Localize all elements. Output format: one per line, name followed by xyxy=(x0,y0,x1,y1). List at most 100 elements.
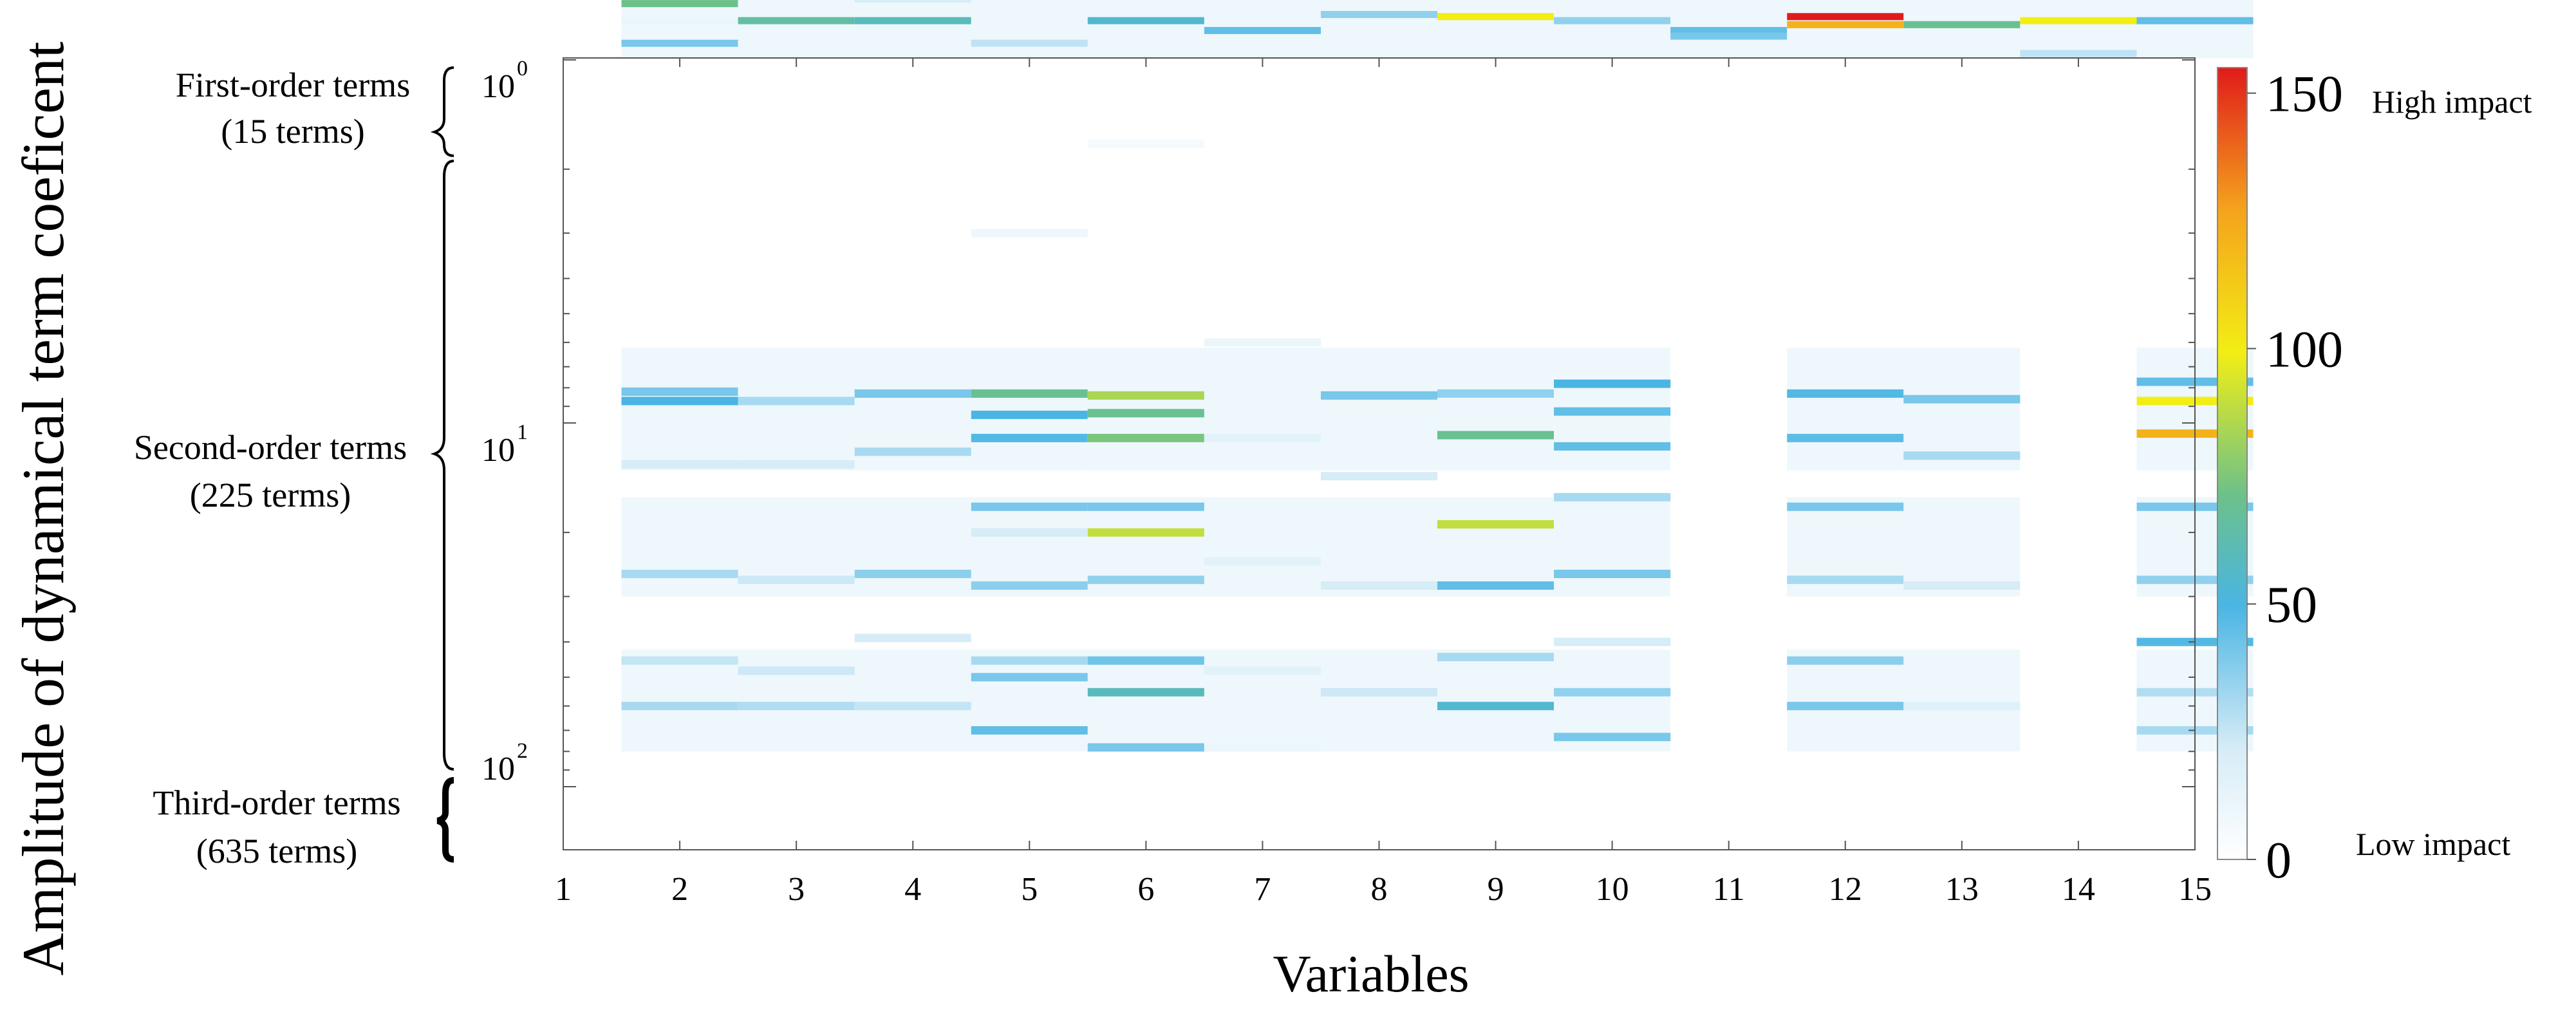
cell-v2-6 xyxy=(621,570,738,578)
y-tick-10-2: 10 2 xyxy=(481,739,528,787)
cell-bg-v8-2 xyxy=(1321,497,1438,597)
cell-v5-7 xyxy=(971,581,1088,590)
cell-v14-2 xyxy=(2020,50,2137,57)
cell-bg-v12-0 xyxy=(1787,0,1904,59)
colorbar xyxy=(2217,67,2248,860)
svg-text:10: 10 xyxy=(481,432,515,469)
cell-v3-5 xyxy=(738,702,855,711)
cell-v9-5 xyxy=(1437,581,1554,590)
cell-v5-1 xyxy=(971,229,1088,238)
cell-v15-0 xyxy=(2136,17,2254,24)
third-order-count: (635 terms) xyxy=(196,832,357,870)
cell-v9-2 xyxy=(1437,389,1554,398)
x-tick-label-10: 10 xyxy=(1596,871,1629,908)
cell-bg-v9-0 xyxy=(1437,0,1554,59)
cell-v12-6 xyxy=(1787,576,1904,585)
cell-v5-4 xyxy=(971,433,1088,442)
cell-v13-5 xyxy=(1903,702,2021,711)
cell-v8-2 xyxy=(1321,391,1438,400)
cell-bg-v13-2 xyxy=(1903,497,2021,597)
cell-v3-4 xyxy=(738,576,855,585)
x-tick-label-6: 6 xyxy=(1137,871,1154,908)
cell-v9-0 xyxy=(1437,13,1554,21)
x-tick-label-3: 3 xyxy=(788,871,805,908)
cell-v6-0 xyxy=(1087,17,1204,24)
cell-v8-0 xyxy=(1321,11,1438,18)
x-tick-label-4: 4 xyxy=(904,871,921,908)
cell-v8-3 xyxy=(1321,472,1438,481)
heatmap-cells xyxy=(621,0,2254,752)
cell-v9-6 xyxy=(1437,653,1554,662)
cell-bg-v8-0 xyxy=(1321,0,1438,59)
x-tick-label-15: 15 xyxy=(2178,871,2212,908)
cell-v2-8 xyxy=(621,702,738,711)
cell-v6-5 xyxy=(1087,433,1204,442)
cell-v4-6 xyxy=(854,702,971,711)
colorbar-tick-label-150: 150 xyxy=(2266,66,2343,123)
y-minor-ticks xyxy=(563,59,2195,787)
cell-v3-2 xyxy=(738,397,855,406)
cell-v4-3 xyxy=(854,447,971,456)
y-tick-10-0: 10 0 xyxy=(481,57,528,105)
cell-v6-9 xyxy=(1087,656,1204,665)
x-tick-label-11: 11 xyxy=(1713,871,1745,908)
cell-bg-v8-1 xyxy=(1321,347,1438,471)
cell-bg-v4-0 xyxy=(854,0,971,59)
third-order-brace xyxy=(436,777,454,863)
cell-v13-4 xyxy=(1903,581,2021,590)
cell-bg-v6-1 xyxy=(1087,347,1204,471)
svg-text:1: 1 xyxy=(517,420,528,444)
cell-bg-v15-0 xyxy=(2136,0,2254,59)
y-axis-label: Amplitude of dynamical term coeficent xyxy=(10,41,76,975)
cell-v5-3 xyxy=(971,410,1088,419)
cell-bg-v2-1 xyxy=(621,347,738,471)
cell-bg-v4-2 xyxy=(854,497,971,597)
cell-v7-3 xyxy=(1204,433,1321,442)
cell-v2-0 xyxy=(621,17,738,24)
cell-v6-3 xyxy=(1087,391,1204,400)
cell-v4-0 xyxy=(854,17,971,24)
cell-bg-v7-3 xyxy=(1204,650,1321,752)
cell-bg-v7-2 xyxy=(1204,497,1321,597)
cell-v10-2 xyxy=(1554,379,1671,388)
colorbar-tick-label-0: 0 xyxy=(2266,832,2291,889)
cell-bg-v13-1 xyxy=(1903,347,2021,471)
cell-bg-v9-3 xyxy=(1437,650,1554,752)
cell-v3-3 xyxy=(738,460,855,469)
cell-v11-0 xyxy=(1670,26,1787,34)
cell-v6-4 xyxy=(1087,409,1204,418)
cell-v5-5 xyxy=(971,502,1088,511)
cell-bg-v2-2 xyxy=(621,497,738,597)
cell-bg-v10-0 xyxy=(1554,0,1671,59)
cell-bg-v13-0 xyxy=(1903,0,2021,59)
cell-v7-0 xyxy=(1204,26,1321,34)
colorbar-low-label: Low impact xyxy=(2356,826,2510,862)
colorbar-tick-label-100: 100 xyxy=(2266,321,2343,378)
cell-bg-v12-1 xyxy=(1787,347,1904,471)
cell-bg-v2-3 xyxy=(621,650,738,752)
x-tick-label-8: 8 xyxy=(1371,871,1388,908)
first-order-count: (15 terms) xyxy=(221,112,364,151)
second-order-label: Second-order terms xyxy=(134,428,407,467)
x-tick-label-9: 9 xyxy=(1488,871,1504,908)
svg-text:0: 0 xyxy=(517,57,528,80)
third-order-label: Third-order terms xyxy=(153,783,400,822)
cell-bg-v5-1 xyxy=(971,347,1088,471)
cell-bg-v2-0 xyxy=(621,0,738,59)
x-tick-label-1: 1 xyxy=(555,871,572,908)
cell-v12-4 xyxy=(1787,433,1904,442)
x-tick-label-14: 14 xyxy=(2062,871,2095,908)
cell-bg-v6-0 xyxy=(1087,0,1204,59)
first-order-label: First-order terms xyxy=(176,66,410,104)
cell-v3-6 xyxy=(738,666,855,675)
cell-v10-3 xyxy=(1554,407,1671,416)
cell-v9-3 xyxy=(1437,431,1554,440)
cell-v7-5 xyxy=(1204,666,1321,675)
x-tick-label-5: 5 xyxy=(1021,871,1038,908)
svg-text:10: 10 xyxy=(481,751,515,787)
cell-v5-8 xyxy=(971,656,1088,665)
cell-v8-5 xyxy=(1321,688,1438,697)
cell-v5-10 xyxy=(971,726,1088,735)
